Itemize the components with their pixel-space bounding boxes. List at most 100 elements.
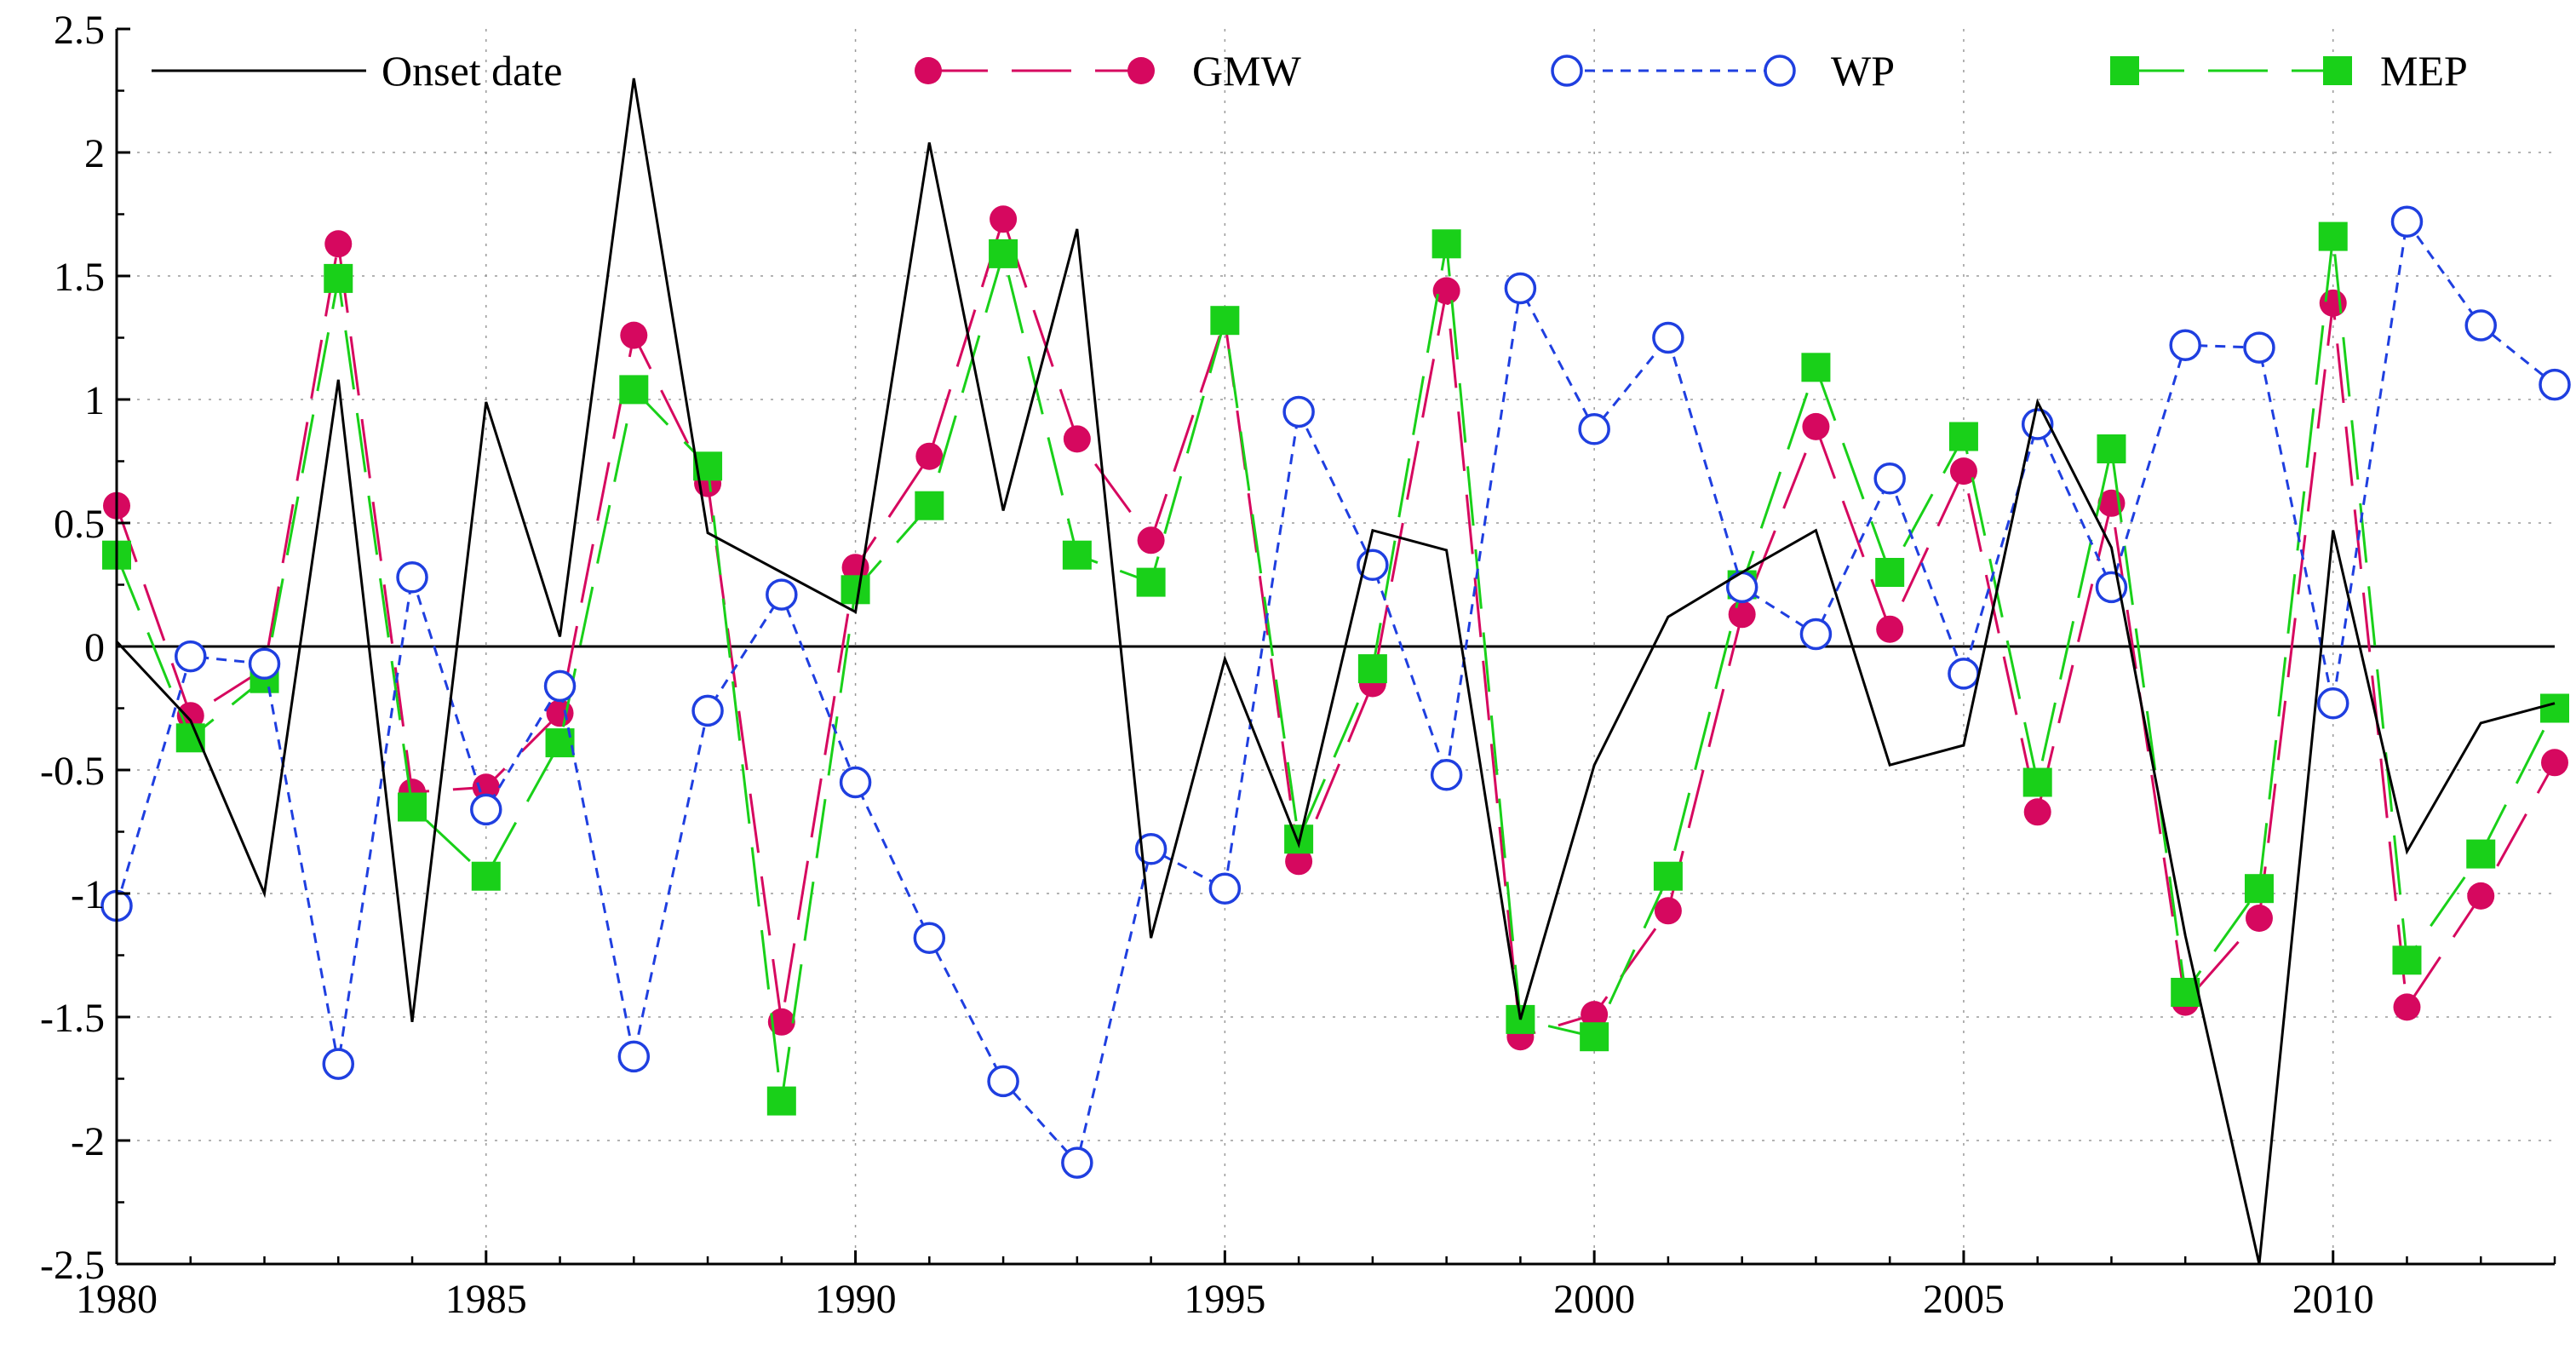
- legend-label-mep: MEP: [2380, 47, 2468, 95]
- x-tick-label: 1985: [445, 1277, 527, 1322]
- data-point-wp-2000: [1578, 413, 1610, 445]
- data-point-mep-2006: [2022, 767, 2052, 797]
- data-point-gmw-2005: [1949, 457, 1977, 486]
- series-line-mep: [115, 236, 2556, 1101]
- y-tick-label: 2: [84, 131, 105, 176]
- data-point-wp-1984: [396, 561, 428, 594]
- data-point-wp-2004: [1873, 463, 1906, 495]
- data-point-wp-2005: [1948, 658, 1980, 690]
- legend-label-gmw: GMW: [1192, 47, 1302, 95]
- data-point-wp-2003: [1799, 618, 1833, 651]
- legend-item-wp: WP: [1551, 47, 1895, 95]
- series-line-onset: [115, 78, 2556, 1265]
- y-axis: -2.5 -2 -1.5 -1 -0.5 0 0.5 1 1.5 2 2.5: [40, 8, 130, 1288]
- y-tick-label: 1.5: [54, 255, 105, 300]
- data-point-wp-1987: [617, 1040, 651, 1073]
- data-point-wp-2012: [2464, 309, 2497, 342]
- data-point-mep-1981: [175, 723, 205, 753]
- data-point-mep-2005: [1948, 422, 1978, 451]
- data-point-gmw-1992: [990, 205, 1018, 233]
- data-point-mep-2001: [1653, 861, 1683, 891]
- data-point-gmw-1985: [472, 773, 500, 802]
- data-point-wp-2009: [2243, 331, 2275, 364]
- data-point-wp-1988: [691, 694, 724, 727]
- data-point-wp-2010: [2316, 687, 2349, 720]
- series-onset: [115, 78, 2556, 1265]
- data-point-gmw-2012: [2467, 882, 2495, 910]
- y-tick-label: 2.5: [54, 8, 105, 53]
- data-point-mep-2011: [2392, 945, 2422, 975]
- data-point-mep-1997: [1357, 654, 1387, 684]
- x-tick-label: 2010: [2292, 1277, 2374, 1322]
- legend-marker-mep: [2323, 56, 2352, 85]
- data-point-gmw-1987: [620, 321, 648, 349]
- data-point-gmw-1991: [915, 442, 944, 470]
- y-tick-label: 1: [84, 378, 105, 423]
- data-point-gmw-1994: [1137, 526, 1165, 554]
- data-point-mep-1993: [1062, 540, 1092, 570]
- data-point-wp-2011: [2390, 205, 2424, 238]
- data-point-mep-1990: [840, 575, 870, 605]
- legend-marker-wp: [1764, 55, 1796, 87]
- legend-marker-mep: [2110, 56, 2139, 85]
- y-tick-label: 0: [84, 625, 105, 670]
- data-point-gmw-2001: [1654, 897, 1682, 925]
- y-tick-label: -2: [71, 1119, 105, 1164]
- legend-marker-gmw: [915, 57, 942, 84]
- data-point-mep-1995: [1210, 306, 1240, 336]
- data-point-wp-1983: [322, 1048, 355, 1080]
- data-point-gmw-1989: [767, 1008, 795, 1036]
- data-point-gmw-1996: [1285, 848, 1313, 876]
- series-line-wp: [115, 218, 2556, 1166]
- data-point-gmw-2004: [1876, 615, 1904, 643]
- legend: Onset date GMW WP MEP: [152, 47, 2468, 95]
- data-point-wp-1982: [248, 647, 281, 681]
- x-tick-label: 1990: [815, 1277, 897, 1322]
- data-point-wp-1985: [470, 793, 502, 826]
- legend-label-onset: Onset date: [382, 47, 562, 95]
- data-point-mep-2009: [2244, 874, 2274, 904]
- data-point-mep-2013: [2540, 693, 2569, 723]
- data-point-mep-1987: [619, 375, 649, 405]
- data-point-mep-1998: [1431, 229, 1461, 259]
- data-point-mep-1983: [324, 263, 353, 293]
- data-point-gmw-2010: [2319, 289, 2347, 317]
- data-point-gmw-1983: [324, 230, 353, 258]
- series-wp: [100, 205, 2571, 1179]
- data-point-gmw-2011: [2393, 993, 2421, 1021]
- data-point-mep-2003: [1801, 353, 1831, 382]
- data-point-mep-1991: [915, 491, 944, 520]
- legend-item-mep: MEP: [2110, 47, 2468, 95]
- data-point-mep-1994: [1136, 567, 1166, 597]
- x-tick-label: 1995: [1184, 1277, 1265, 1322]
- legend-marker-wp: [1551, 55, 1583, 87]
- series-layer: [100, 78, 2571, 1265]
- data-point-mep-2007: [2097, 434, 2126, 463]
- x-axis: 1980 1985 1990 1995 2000 2005 2010: [76, 1250, 2556, 1322]
- data-point-wp-1995: [1208, 872, 1242, 905]
- data-point-wp-2001: [1652, 321, 1684, 354]
- data-point-mep-2010: [2318, 221, 2348, 251]
- data-point-mep-2012: [2466, 839, 2496, 869]
- data-point-mep-1984: [398, 792, 427, 822]
- legend-item-gmw: GMW: [915, 47, 1302, 95]
- data-point-mep-1992: [989, 238, 1018, 268]
- data-point-wp-1989: [766, 578, 798, 611]
- data-point-wp-1999: [1504, 272, 1537, 305]
- data-point-gmw-2013: [2541, 749, 2568, 777]
- legend-label-wp: WP: [1831, 47, 1895, 95]
- data-point-wp-1990: [839, 766, 872, 799]
- y-tick-label: -1: [71, 872, 105, 917]
- data-point-gmw-2003: [1802, 412, 1830, 440]
- data-point-wp-1993: [1061, 1146, 1093, 1179]
- x-tick-label: 2005: [1923, 1277, 2005, 1322]
- data-point-wp-1991: [913, 922, 946, 954]
- data-point-wp-2013: [2539, 368, 2571, 401]
- data-point-wp-1996: [1282, 395, 1315, 428]
- data-point-wp-1998: [1430, 759, 1463, 791]
- data-point-wp-1986: [543, 669, 577, 703]
- data-point-wp-1992: [987, 1065, 1019, 1098]
- data-point-gmw-2000: [1581, 1001, 1609, 1029]
